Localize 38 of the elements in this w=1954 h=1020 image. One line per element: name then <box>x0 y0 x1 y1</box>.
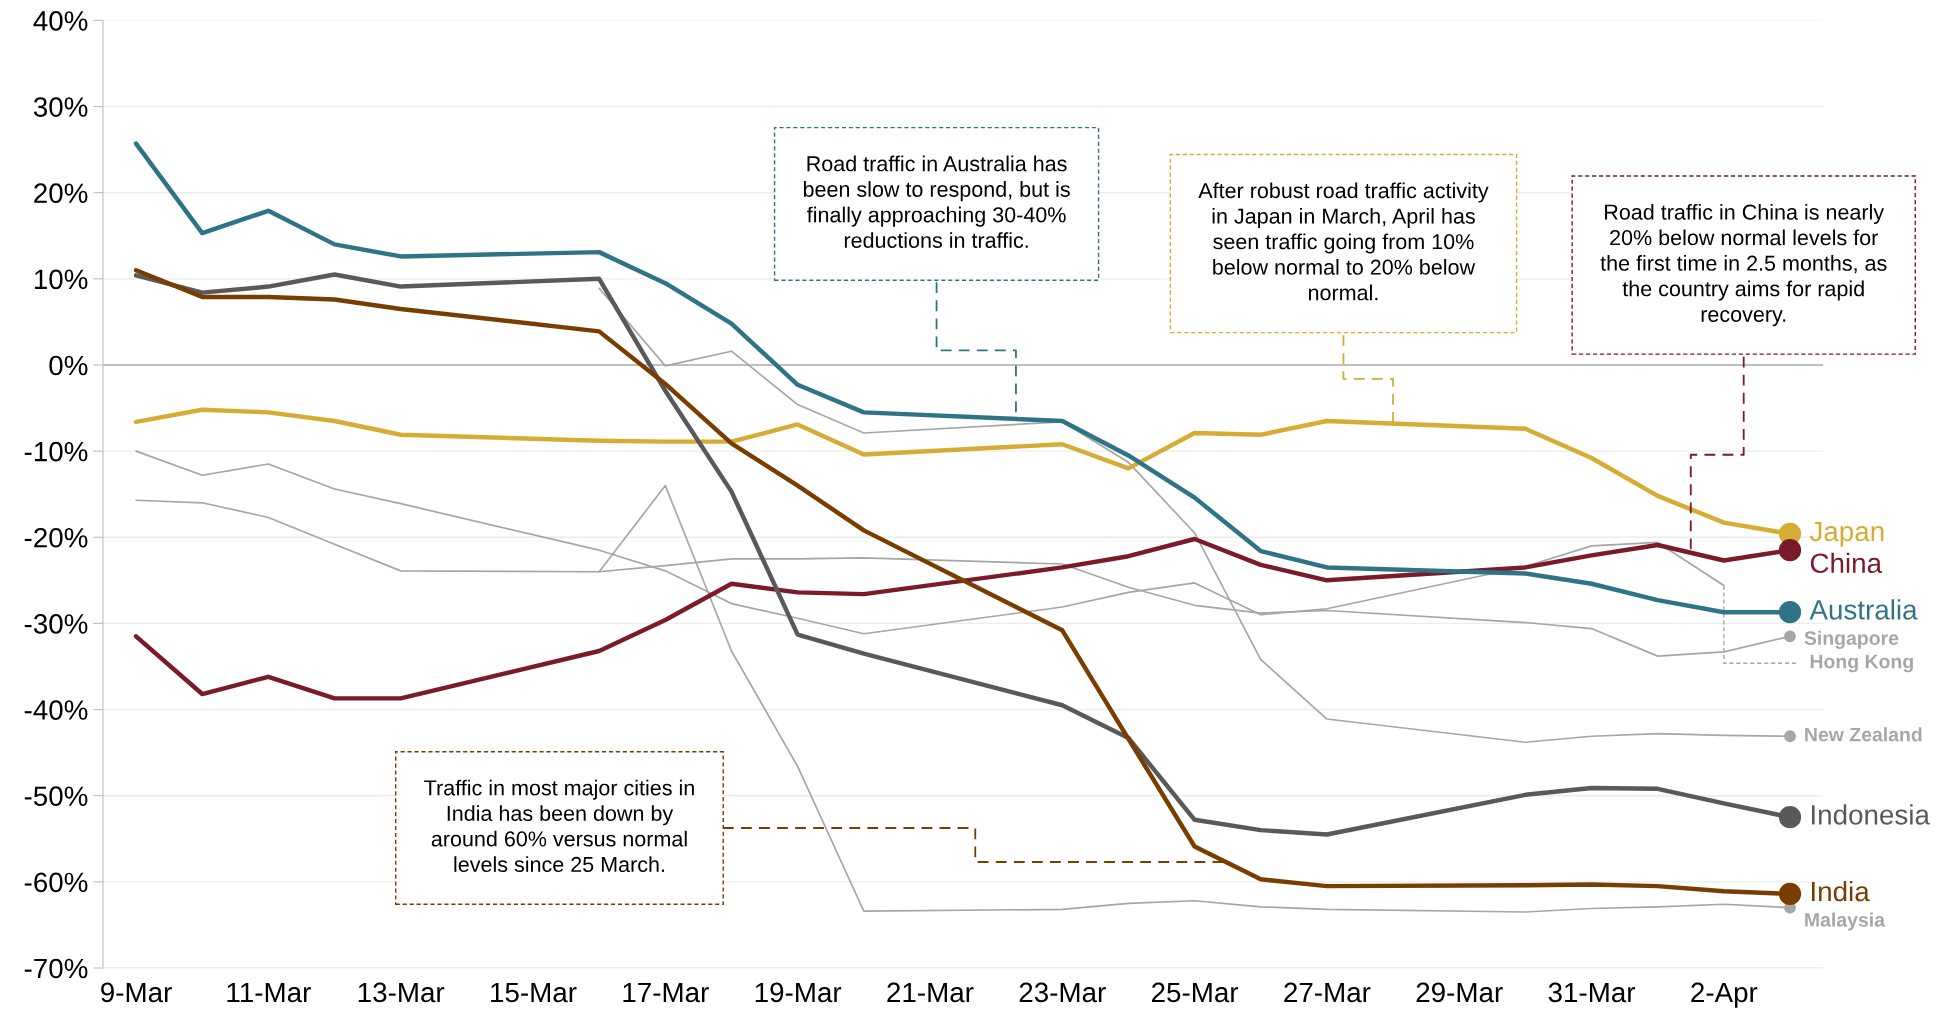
text: Hong Kong <box>1810 654 1913 673</box>
y-tick-label: -30% <box>24 614 88 634</box>
x-tick-label: 17-Mar <box>623 982 709 1003</box>
x-tick-label: 21-Mar <box>887 982 974 1003</box>
y-tick-label: -10% <box>24 441 88 462</box>
x-tick-label: 27-Mar <box>1284 982 1371 1003</box>
x-tick-label: 31-Mar <box>1548 982 1636 1003</box>
series-label: Japan <box>1809 521 1884 547</box>
x-tick-label: 11-Mar <box>227 982 311 1003</box>
series-label: India <box>1812 880 1870 902</box>
x-tick-label: 13-Mar <box>358 982 445 1003</box>
series-label: China <box>1810 552 1883 574</box>
x-tick-label: 15-Mar <box>491 982 577 1003</box>
annotation: Road traffic in China is nearly 20% below normal levels for the first time in 2.5 months, as the country aims for rapid recovery. <box>1600 203 1887 327</box>
y-tick-label: 40% <box>33 11 88 31</box>
x-tick-label: 25-Mar <box>1151 982 1239 1003</box>
y-tick-label: -50% <box>24 786 88 807</box>
series-label: Singapore <box>1804 630 1899 649</box>
series-label: New Zealand <box>1805 727 1922 742</box>
annotation: After robust road traffic activity in Japan in March, April has seen traffic going from 10% below normal to 20% below normal. <box>1198 182 1489 301</box>
series-label: Indonesia <box>1812 804 1930 825</box>
x-tick-label: 29-Mar <box>1416 982 1503 1003</box>
y-tick-label: 10% <box>34 269 88 290</box>
x-tick-label: 2-Apr <box>1691 982 1758 1008</box>
y-tick-label: -60% <box>24 872 88 893</box>
series-label: Malaysia <box>1805 912 1886 931</box>
y-tick-label: 20% <box>34 183 88 204</box>
x-tick-label: 23-Mar <box>1019 982 1106 1003</box>
y-tick-label: 30% <box>33 97 88 117</box>
y-tick-label: -70% <box>24 958 88 979</box>
y-tick-label: -40% <box>24 700 88 720</box>
y-tick-label: 0% <box>49 355 88 376</box>
x-tick-label: 19-Mar <box>755 982 842 1003</box>
annotation: Road traffic in Australia has been slow to respond, but is finally approaching 30-40% reductions in traffic. <box>803 155 1070 248</box>
series-label: Australia <box>1809 599 1918 620</box>
y-tick-label: -20% <box>24 527 88 548</box>
x-tick-label: 9-Mar <box>101 982 172 1003</box>
annotation: Traffic in most major cities in India has been down by around 60% versus normal levels since 25 March. <box>424 779 694 873</box>
